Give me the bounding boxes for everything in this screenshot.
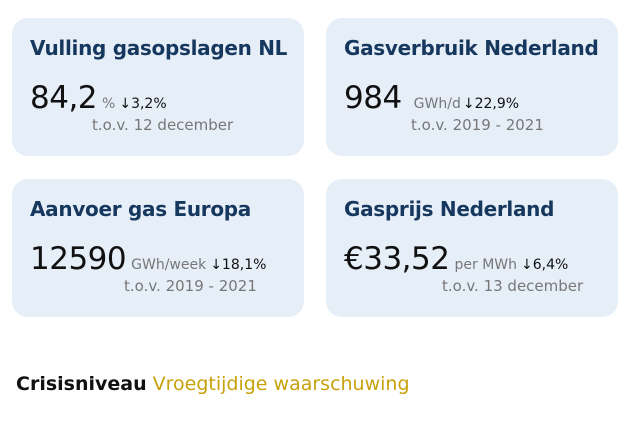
card-gas-consumption: Gasverbruik Nederland 984 GWh/d ↓22,9% t.o…: [326, 18, 618, 156]
card-value: 84,2: [30, 80, 98, 116]
card-value: 984: [344, 80, 402, 116]
card-change: ↓3,2%: [119, 96, 167, 112]
crisis-level: Crisisniveau Vroegtijdige waarschuwing: [16, 373, 410, 395]
card-compare: t.o.v. 2019 - 2021: [124, 277, 257, 295]
card-compare: t.o.v. 12 december: [92, 116, 234, 134]
card-change: ↓6,4%: [521, 257, 569, 273]
card-gas-storage: Vulling gasopslagen NL 84,2% ↓3,2% t.o.v.…: [12, 18, 304, 156]
crisis-level-label: Crisisniveau: [16, 373, 147, 395]
card-compare: t.o.v. 2019 - 2021: [411, 116, 544, 134]
card-gas-supply-europe: Aanvoer gas Europa 12590 GWh/week ↓18,1% t…: [12, 179, 304, 317]
card-title: Gasverbruik Nederland: [344, 36, 599, 60]
card-title: Vulling gasopslagen NL: [30, 36, 288, 60]
card-change: ↓18,1%: [210, 257, 267, 273]
card-change: ↓22,9%: [462, 96, 520, 112]
card-unit: per MWh: [454, 257, 517, 273]
card-unit: GWh/d: [413, 96, 461, 112]
card-compare: t.o.v. 13 december: [442, 277, 584, 295]
card-value: €33,52: [344, 241, 450, 277]
card-unit: GWh/week: [131, 257, 207, 273]
crisis-level-value: Vroegtijdige waarschuwing: [152, 373, 410, 395]
card-title: Aanvoer gas Europa: [30, 197, 251, 221]
card-gas-price: Gasprijs Nederland €33,52 per MWh ↓6,4% t.…: [326, 179, 618, 317]
card-value: 12590: [30, 241, 127, 277]
card-title: Gasprijs Nederland: [344, 197, 555, 221]
card-unit: %: [102, 96, 116, 112]
